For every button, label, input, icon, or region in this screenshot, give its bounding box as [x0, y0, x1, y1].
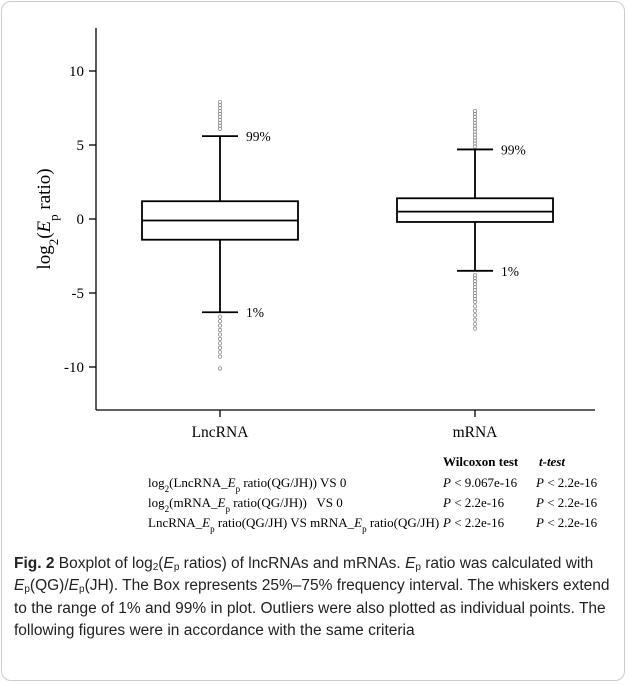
stats-wilcoxon: P < 2.2e-16	[442, 515, 505, 530]
stats-row-label: log2(mRNA_Ep ratio(QG/JH)) VS 0	[148, 495, 343, 514]
outlier-point	[217, 105, 223, 111]
outlier-point	[217, 111, 223, 117]
caption-text: Boxplot of log2(Ep ratios) of lncRNAs an…	[14, 555, 610, 640]
outlier-point	[472, 126, 478, 131]
iqr-box	[396, 197, 554, 223]
outlier-point	[472, 313, 478, 318]
outlier-point	[217, 345, 223, 350]
outlier-point	[472, 326, 478, 331]
outlier-point	[472, 141, 478, 146]
outlier-point	[472, 114, 478, 119]
outlier-point	[472, 276, 478, 281]
outlier-point	[217, 336, 223, 341]
outlier-point	[472, 138, 478, 143]
outlier-point	[472, 296, 478, 302]
outlier-point	[217, 350, 223, 355]
outlier-point	[472, 293, 478, 299]
outlier-point	[472, 111, 478, 117]
x-tick-label: mRNA	[453, 424, 499, 441]
outlier-point	[472, 304, 478, 309]
y-ticks: 10 5 0 -5 -10	[64, 64, 96, 376]
outlier-point	[472, 135, 478, 140]
outlier-point	[217, 354, 223, 359]
outlier-point	[472, 282, 478, 287]
outlier-point	[217, 332, 223, 337]
outlier-point	[472, 144, 478, 149]
stats-table: Wilcoxon test t-test log2(LncRNA_Ep ratio(…	[148, 454, 598, 534]
outlier-point	[217, 314, 223, 319]
outlier-point	[472, 108, 478, 114]
y-tick-label: -10	[64, 360, 84, 376]
outlier-point	[472, 132, 478, 137]
x-ticks: LncRNA mRNA	[192, 410, 499, 441]
outlier-point	[217, 102, 223, 108]
x-tick-label: LncRNA	[192, 424, 250, 441]
outlier-point	[217, 327, 223, 333]
y-axis-label: log2(Ep ratio)	[34, 168, 61, 269]
outlier-point	[472, 117, 478, 122]
outlier-point	[472, 287, 478, 293]
outlier-point	[472, 123, 478, 128]
outlier-point	[472, 317, 478, 322]
y-tick-label: 10	[69, 64, 84, 80]
outlier-point	[472, 120, 478, 125]
box-lncrna: 99% 1%	[141, 99, 299, 371]
outlier-point	[472, 321, 478, 327]
stats-ttest: P < 2.2e-16	[535, 515, 598, 530]
outlier-point	[217, 366, 223, 371]
stats-header: t-test	[539, 454, 565, 469]
outlier-point	[472, 299, 478, 304]
stats-row-label: LncRNA_Ep ratio(QG/JH) VS mRNA_Ep ratio(…	[148, 515, 439, 534]
stats-wilcoxon: P < 9.067e-16	[442, 475, 518, 490]
outlier-point	[217, 341, 223, 346]
stats-ttest: P < 2.2e-16	[535, 475, 598, 490]
label-99: 99%	[246, 129, 271, 144]
outlier-point	[217, 120, 223, 125]
label-1: 1%	[246, 305, 264, 320]
boxplot-chart: 10 5 0 -5 -10 LncRNA mRNA log2(Ep ratio) 99% 1…	[34, 28, 598, 534]
boxes: 99% 1% 99% 1%	[141, 99, 554, 371]
stats-wilcoxon: P < 2.2e-16	[442, 495, 505, 510]
outlier-point	[217, 323, 223, 328]
outlier-point	[217, 108, 223, 114]
outlier-point	[217, 117, 223, 122]
label-1: 1%	[501, 264, 519, 279]
outlier-point	[217, 126, 223, 131]
outlier-point	[472, 308, 478, 313]
outlier-point	[217, 319, 223, 324]
stats-ttest: P < 2.2e-16	[535, 495, 598, 510]
outlier-point	[472, 284, 478, 290]
stats-row-label: log2(LncRNA_Ep ratio(QG/JH)) VS 0	[148, 475, 346, 494]
outlier-point	[217, 123, 223, 128]
outlier-point	[472, 279, 478, 284]
caption-label: Fig. 2	[14, 555, 55, 572]
outlier-point	[472, 129, 478, 134]
label-99: 99%	[501, 142, 526, 157]
y-tick-label: -5	[72, 286, 85, 302]
box-mrna: 99% 1%	[396, 108, 554, 331]
figure-caption: Fig. 2 Boxplot of log2(Ep ratios) of lnc…	[14, 553, 618, 643]
outlier-point	[217, 99, 223, 105]
outlier-point	[217, 114, 223, 119]
stats-header: Wilcoxon test	[443, 454, 519, 469]
y-tick-label: 0	[77, 212, 85, 228]
outlier-point	[472, 273, 478, 278]
outlier-point	[472, 290, 478, 296]
y-tick-label: 5	[77, 138, 85, 154]
